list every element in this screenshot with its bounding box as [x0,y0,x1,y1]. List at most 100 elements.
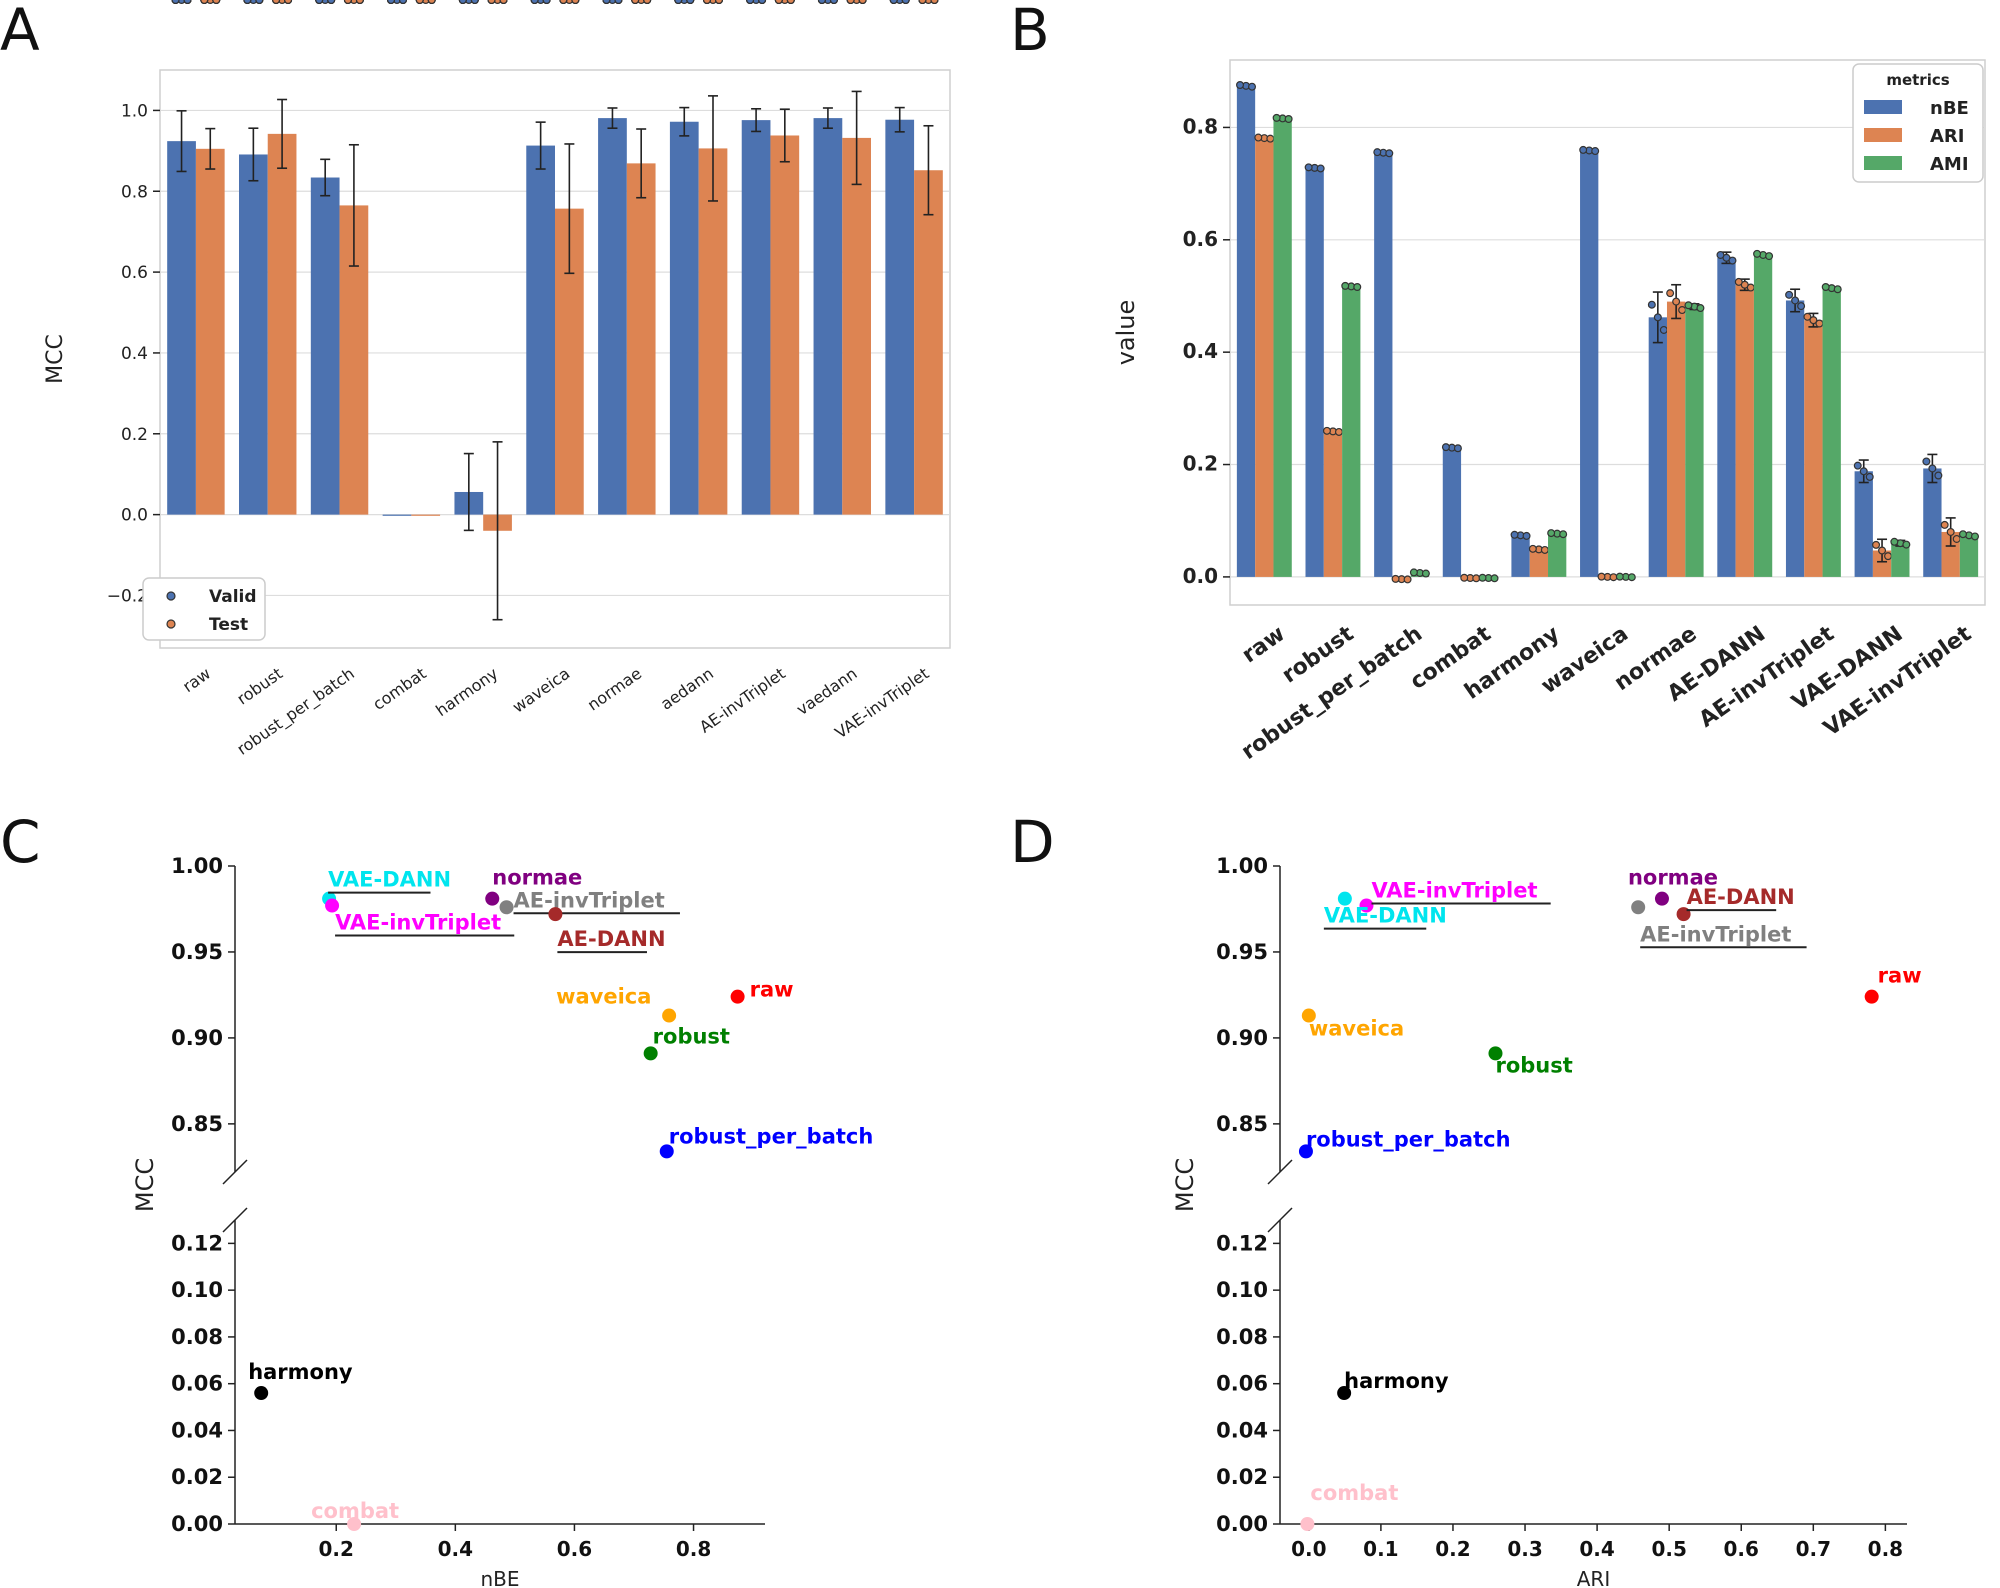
point-label-vae-invtriplet: VAE-invTriplet [335,911,501,935]
data-point-ami [1890,537,1899,546]
category-label-combat: combat [369,664,429,714]
bar-nbe-ae-invtriplet [1785,300,1805,577]
data-point-ami [1284,114,1293,123]
bar-nbe-ae-dann [1717,257,1736,577]
legend-swatch-nbe [1864,100,1902,114]
data-point-nbe [1248,82,1257,91]
data-point-test [786,0,795,4]
data-point-nbe [1791,296,1800,305]
x-tick-label: 0.2 [319,1537,354,1561]
x-tick-label: 0.5 [1651,1537,1686,1561]
data-point-ami [1272,113,1281,122]
category-label-harmony: harmony [432,664,501,720]
data-point-test [930,0,939,4]
data-point-test [206,0,215,4]
data-point-valid [183,0,192,4]
data-point-test [487,0,496,4]
point-robust [1488,1046,1503,1061]
bar-nbe-robust-per-batch [1374,152,1393,577]
data-point-test [709,0,717,4]
y-tick-label: 0.2 [1183,452,1218,476]
y-tick-label: 0.90 [171,1026,223,1050]
bar-test-vae-invtriplet [914,170,943,515]
data-point-nbe [1236,81,1245,90]
panel-letter-a: A [0,0,40,64]
data-point-valid [458,0,467,4]
data-point-ami [1902,540,1911,549]
data-point-ami [1547,529,1556,538]
data-point-ami [1833,285,1842,294]
data-point-valid [327,0,336,4]
data-point-test [355,0,364,4]
bar-test-aedann [698,148,728,515]
data-point-ari [1946,527,1955,536]
legend-marker-valid [166,591,176,601]
y-axis-label: MCC [131,1158,159,1212]
category-label-normae: normae [584,664,645,715]
legend-label-valid: Valid [209,587,257,607]
y-tick-label: 0.08 [171,1325,223,1349]
bar-ari-ae-dann [1735,284,1754,577]
y-tick-label: 1.0 [121,101,148,121]
bar-nbe-waveica [1580,150,1599,577]
bar-ari-normae [1666,301,1686,577]
axis-break-mark [1267,1207,1293,1233]
point-vae-invtriplet [325,898,340,913]
data-point-ari [1334,427,1343,436]
data-point-ami [1627,573,1636,582]
data-point-test [571,0,580,4]
data-point-nbe [1716,250,1725,259]
panel-letter-b: B [1010,0,1050,64]
bar-ami-ae-dann [1753,254,1773,577]
category-label-vaedann: vaedann [793,664,861,719]
data-point-ari [1940,520,1949,529]
bar-test-ae-invtriplet [770,135,800,515]
data-point-valid [249,0,258,4]
point-harmony [254,1386,269,1401]
panel-letter-d: D [1010,808,1055,876]
data-point-ari [1809,316,1818,325]
bar-ami-harmony [1548,533,1567,577]
data-point-nbe [1934,471,1943,480]
y-tick-label: 0.10 [1216,1278,1268,1302]
y-tick-label: 0.95 [171,940,223,964]
point-label-robust: robust [1495,1053,1572,1077]
point-normae [485,891,500,906]
data-point-ami [1478,573,1487,582]
data-point-ami [1821,282,1830,291]
y-axis-label: value [1112,300,1140,366]
data-point-ari [1878,546,1887,555]
point-label-waveica: waveica [556,985,651,1009]
plot-frame [159,69,951,649]
data-point-ari [1746,283,1755,292]
data-point-ari [1815,319,1824,328]
bar-ari-ae-invtriplet [1804,320,1823,577]
data-point-valid [171,0,180,4]
data-point-nbe [1928,464,1937,473]
data-point-valid [686,0,695,4]
data-point-valid [399,0,407,4]
category-label-raw: raw [179,664,214,696]
point-robust-per-batch [659,1144,674,1159]
x-tick-label: 0.4 [1579,1537,1614,1561]
y-tick-label: 0.8 [1183,114,1218,138]
data-point-valid [530,0,539,4]
y-tick-label: 0.10 [171,1278,223,1302]
point-label-ae-invtriplet: AE-invTriplet [1640,922,1791,946]
y-tick-label: 0.2 [121,425,148,445]
bar-test-combat [411,514,441,516]
legend-label-test: Test [209,615,248,635]
data-point-test [284,0,293,4]
x-tick-label: 0.8 [676,1537,711,1561]
legend-marker-test [166,619,176,629]
data-point-ami [1970,532,1979,541]
data-point-test [499,0,508,4]
data-point-valid [536,0,545,4]
data-point-valid [829,0,838,4]
bar-valid-vae-invtriplet [885,119,915,515]
point-label-harmony: harmony [1344,1369,1449,1393]
y-tick-label: 0.08 [1216,1325,1268,1349]
bar-test-vaedann [842,137,871,515]
x-axis-label: nBE [480,1567,519,1588]
data-point-test [200,0,209,4]
